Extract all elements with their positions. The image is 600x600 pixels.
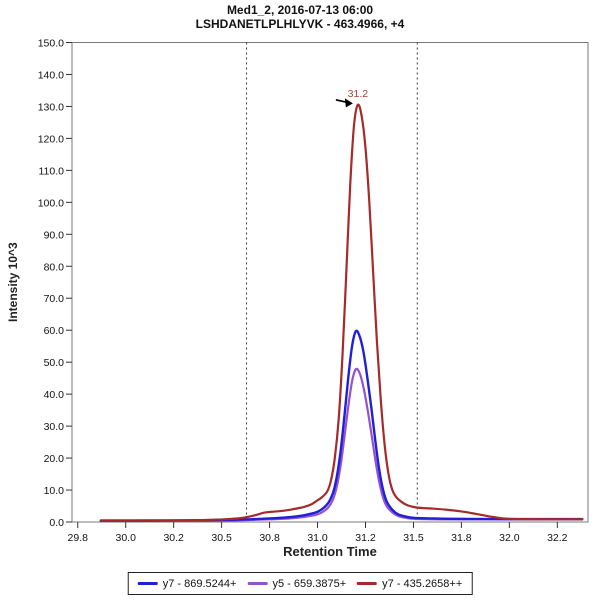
chart-header: Med1_2, 2016-07-13 06:00 LSHDANETLPLHLYV…	[0, 3, 600, 31]
peak-arrow-head-icon	[344, 98, 353, 108]
y-tick-label: 10.0	[44, 485, 65, 497]
x-axis-title: Retention Time	[283, 544, 377, 559]
x-tick-label: 30.8	[259, 532, 280, 544]
legend: y7 - 869.5244+ y5 - 659.3875+ y7 - 435.2…	[127, 572, 473, 595]
y-tick-label: 110.0	[39, 165, 65, 177]
legend-line-swatch-purple	[247, 582, 268, 585]
x-tick-label: 30.0	[115, 532, 136, 544]
peak-retention-time-label: 31.2	[348, 88, 369, 100]
legend-line-swatch-brown	[357, 582, 378, 585]
x-tick-label: 31.5	[403, 532, 424, 544]
y-axis-title: Intensity 10^3	[6, 242, 20, 322]
chromatogram-trace-y7-435-2658	[99, 103, 584, 522]
chart-title: Med1_2, 2016-07-13 06:00	[226, 3, 374, 17]
legend-item-label: y7 - 869.5244+	[162, 577, 237, 590]
y-tick-label: 30.0	[44, 421, 65, 433]
y-tick-label: 90.0	[44, 229, 65, 241]
y-tick-label: 60.0	[44, 325, 65, 337]
plot-frame	[71, 42, 589, 523]
x-tick-label: 29.8	[68, 532, 89, 544]
legend-item-label: y5 - 659.3875+	[272, 577, 347, 590]
x-tick-label: 30.2	[163, 532, 184, 544]
y-tick-label: 70.0	[44, 293, 65, 305]
legend-item: y7 - 869.5244+	[137, 577, 237, 590]
y-tick-label: 0.0	[49, 517, 64, 529]
chart-subtitle: LSHDANETLPLHLYVK - 463.4966, +4	[195, 17, 405, 31]
x-tick-label: 32.2	[547, 532, 568, 544]
y-tick-label: 100.0	[38, 197, 64, 209]
x-tick-label: 31.2	[355, 532, 376, 544]
peak-arrow-tail	[335, 99, 348, 104]
legend-line-swatch-blue	[137, 582, 158, 585]
y-tick-label: 80.0	[44, 261, 65, 273]
y-tick-label: 130.0	[38, 101, 64, 113]
x-tick-label: 31.0	[307, 532, 328, 544]
x-tick-label: 32.0	[499, 532, 520, 544]
chromatogram-trace-y7-869-5244	[99, 329, 584, 522]
x-tick-label: 31.8	[451, 532, 472, 544]
y-tick-label: 140.0	[38, 69, 64, 81]
y-tick-label: 50.0	[44, 357, 65, 369]
legend-item-label: y7 - 435.2658++	[382, 577, 463, 590]
y-tick-label: 20.0	[44, 453, 65, 465]
legend-item: y5 - 659.3875+	[247, 578, 346, 590]
legend-item: y7 - 435.2658++	[357, 578, 462, 590]
y-tick-label: 150.0	[38, 38, 64, 50]
y-tick-label: 120.0	[38, 133, 64, 145]
x-tick-label: 30.5	[211, 532, 232, 544]
y-tick-label: 40.0	[44, 389, 65, 401]
